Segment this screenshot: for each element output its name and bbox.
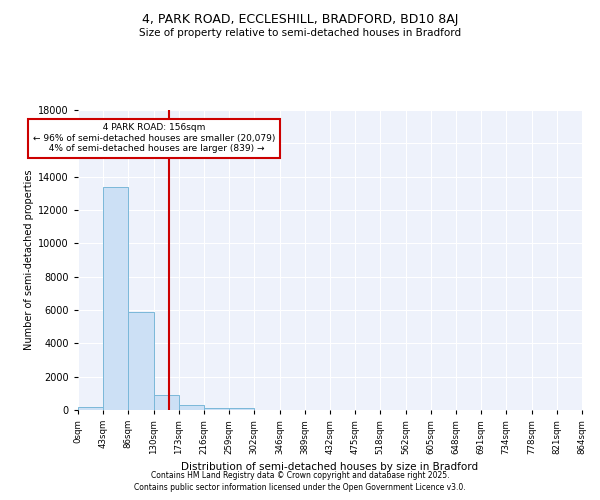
Bar [128,312,154,410]
Text: 4 PARK ROAD: 156sqm  
← 96% of semi-detached houses are smaller (20,079)
  4% of: 4 PARK ROAD: 156sqm ← 96% of semi-detach… [32,124,275,153]
Bar [204,408,229,410]
Y-axis label: Number of semi-detached properties: Number of semi-detached properties [24,170,34,350]
X-axis label: Distribution of semi-detached houses by size in Bradford: Distribution of semi-detached houses by … [181,462,479,472]
Bar [229,408,254,410]
Text: Contains public sector information licensed under the Open Government Licence v3: Contains public sector information licen… [134,484,466,492]
Bar [154,395,179,410]
Text: Contains HM Land Registry data © Crown copyright and database right 2025.: Contains HM Land Registry data © Crown c… [151,471,449,480]
Bar [78,406,103,410]
Text: Size of property relative to semi-detached houses in Bradford: Size of property relative to semi-detach… [139,28,461,38]
Text: 4, PARK ROAD, ECCLESHILL, BRADFORD, BD10 8AJ: 4, PARK ROAD, ECCLESHILL, BRADFORD, BD10… [142,12,458,26]
Bar [179,405,204,410]
Bar [103,186,128,410]
